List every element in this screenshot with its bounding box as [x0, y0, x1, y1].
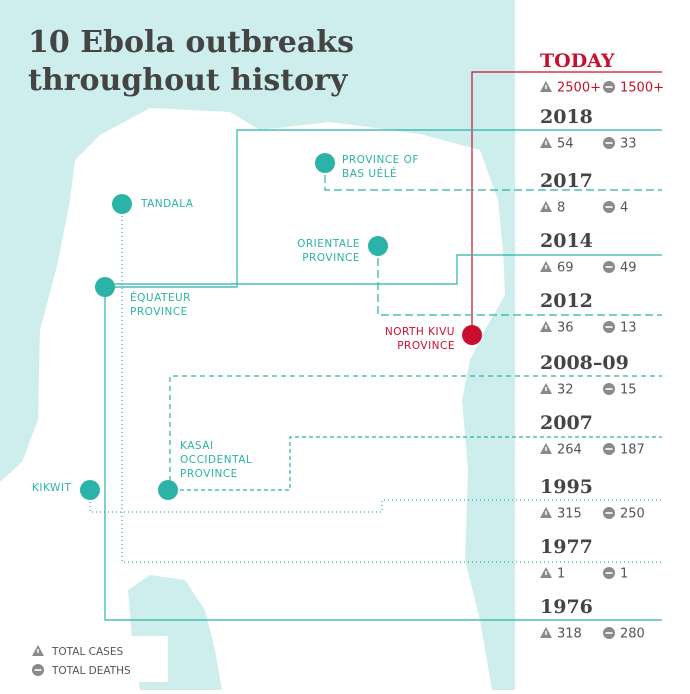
location-label: ÉQUATEUR — [130, 291, 191, 304]
year: 2008–09 — [540, 352, 629, 374]
location-label: PROVINCE — [397, 340, 455, 352]
year: 1976 — [540, 596, 593, 618]
cases: 1 — [557, 567, 565, 582]
legend-box — [20, 636, 168, 682]
deaths: 15 — [620, 383, 637, 398]
location-dot — [368, 236, 388, 256]
deaths: 49 — [620, 261, 637, 276]
location-label: PROVINCE — [180, 468, 238, 480]
year: 2007 — [540, 412, 593, 434]
deaths: 4 — [620, 201, 628, 216]
year: 2017 — [540, 170, 593, 192]
year: 2012 — [540, 290, 593, 312]
location-label: TANDALA — [140, 198, 194, 210]
connector — [105, 129, 662, 288]
connector — [324, 163, 662, 191]
cases: 54 — [557, 137, 574, 152]
title: 10 Ebola outbreaks throughout history — [28, 25, 354, 98]
location-label: PROVINCE — [302, 252, 360, 264]
title-line: throughout history — [28, 63, 349, 98]
location-dot — [112, 194, 132, 214]
deaths: 1500+ — [620, 81, 664, 96]
deaths: 250 — [620, 507, 645, 522]
cases: 318 — [557, 627, 582, 642]
location-label: OCCIDENTAL — [180, 454, 252, 466]
location-dot — [462, 325, 482, 345]
location-dot — [158, 480, 178, 500]
year: 2018 — [540, 106, 593, 128]
deaths: 280 — [620, 627, 645, 642]
connector — [377, 246, 662, 316]
cases: 8 — [557, 201, 565, 216]
deaths: 187 — [620, 443, 645, 458]
location-dot — [315, 153, 335, 173]
location-label: ORIENTALE — [297, 238, 360, 250]
connector — [180, 436, 662, 491]
cases: 36 — [557, 321, 574, 336]
location-label: PROVINCE OF — [342, 154, 419, 166]
location-label: KIKWIT — [32, 482, 71, 494]
connector — [471, 71, 662, 335]
cases: 69 — [557, 261, 574, 276]
location-label: NORTH KIVU — [385, 326, 455, 338]
deaths: 1 — [620, 567, 628, 582]
legend-label: TOTAL DEATHS — [51, 665, 131, 677]
cases: 315 — [557, 507, 582, 522]
cases: 32 — [557, 383, 574, 398]
cases: 264 — [557, 443, 582, 458]
land — [0, 108, 505, 690]
legend-label: TOTAL CASES — [51, 646, 123, 658]
location-dot — [95, 277, 115, 297]
location-label: PROVINCE — [130, 306, 188, 318]
deaths: 13 — [620, 321, 637, 336]
year: 2014 — [540, 230, 593, 252]
year: 1995 — [540, 476, 593, 498]
connector — [105, 254, 662, 285]
location-label: KASAI — [180, 440, 214, 452]
connector — [169, 375, 662, 490]
connector — [104, 287, 662, 621]
location-dot — [80, 480, 100, 500]
side-panel — [515, 0, 690, 690]
cases: 2500+ — [557, 81, 601, 96]
title-line: 10 Ebola outbreaks — [28, 25, 354, 60]
deaths: 33 — [620, 137, 637, 152]
year: 1977 — [540, 536, 593, 558]
location-label: BAS UÉLÉ — [342, 167, 397, 180]
year: TODAY — [540, 50, 615, 72]
